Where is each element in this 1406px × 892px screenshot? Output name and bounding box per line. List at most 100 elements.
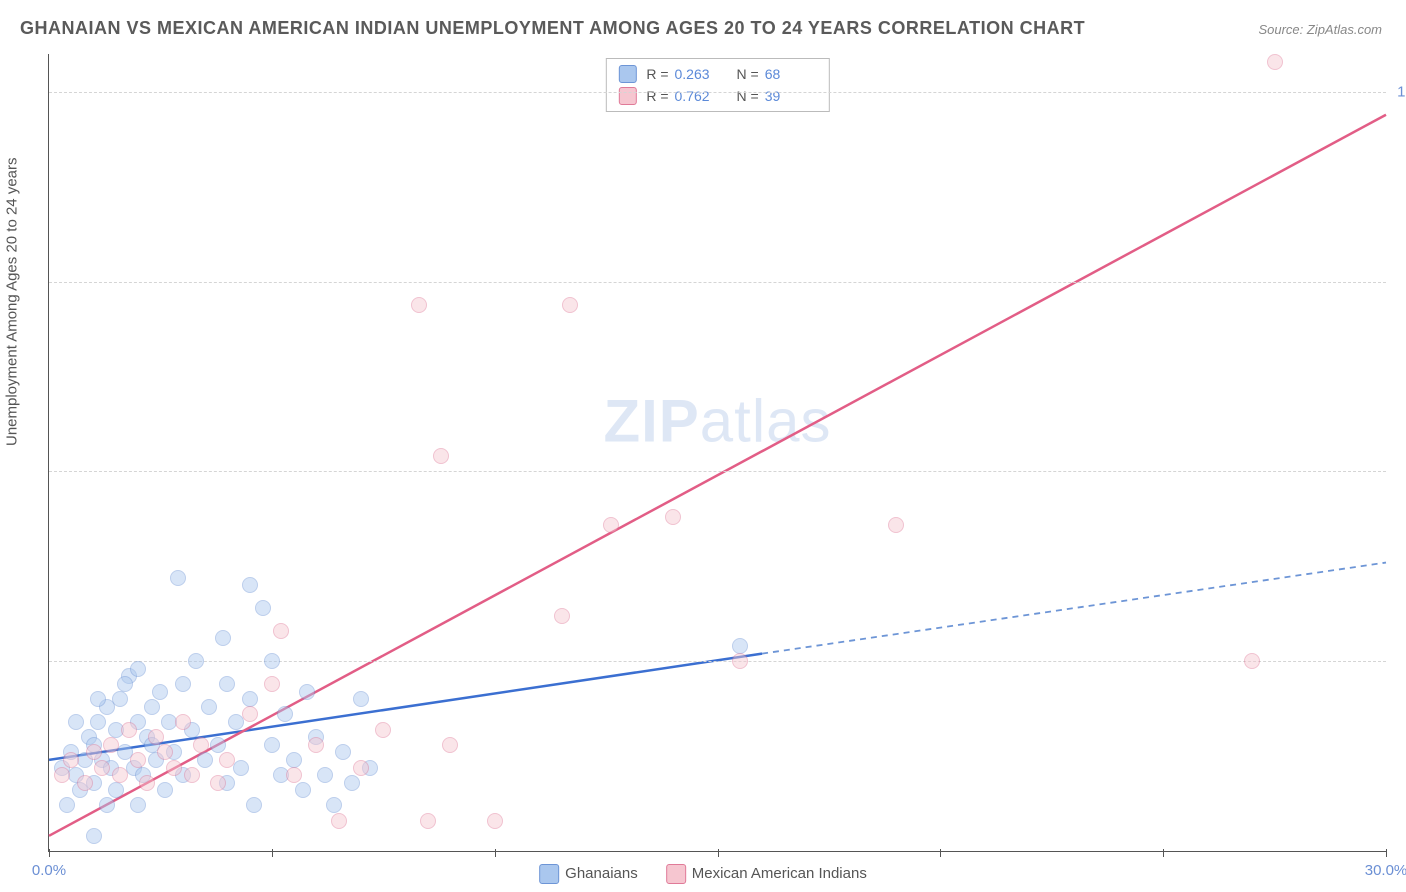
x-tick-mark	[1386, 849, 1387, 857]
data-point-ghanaians	[112, 691, 128, 707]
gridline-h	[49, 661, 1386, 662]
data-point-ghanaians	[264, 653, 280, 669]
data-point-mex_am_indians	[308, 737, 324, 753]
data-point-ghanaians	[353, 691, 369, 707]
gridline-h	[49, 92, 1386, 93]
data-point-ghanaians	[130, 661, 146, 677]
data-point-mex_am_indians	[603, 517, 619, 533]
data-point-mex_am_indians	[157, 744, 173, 760]
legend-series-label: Ghanaians	[565, 865, 638, 882]
data-point-mex_am_indians	[184, 767, 200, 783]
data-point-ghanaians	[59, 797, 75, 813]
data-point-mex_am_indians	[375, 722, 391, 738]
data-point-mex_am_indians	[193, 737, 209, 753]
data-point-ghanaians	[210, 737, 226, 753]
data-point-mex_am_indians	[166, 760, 182, 776]
regression-ext-ghanaians	[762, 563, 1386, 654]
data-point-ghanaians	[68, 714, 84, 730]
x-tick-mark	[495, 849, 496, 857]
data-point-ghanaians	[197, 752, 213, 768]
x-tick-mark	[940, 849, 941, 857]
data-point-mex_am_indians	[562, 297, 578, 313]
source-attribution: Source: ZipAtlas.com	[1258, 22, 1382, 37]
data-point-ghanaians	[99, 797, 115, 813]
data-point-ghanaians	[317, 767, 333, 783]
data-point-ghanaians	[246, 797, 262, 813]
data-point-ghanaians	[86, 828, 102, 844]
data-point-ghanaians	[188, 653, 204, 669]
y-tick-label: 50.0%	[1390, 463, 1406, 480]
data-point-ghanaians	[108, 782, 124, 798]
data-point-mex_am_indians	[420, 813, 436, 829]
data-point-ghanaians	[90, 691, 106, 707]
data-point-ghanaians	[157, 782, 173, 798]
data-point-mex_am_indians	[1267, 54, 1283, 70]
data-point-ghanaians	[242, 691, 258, 707]
x-tick-mark	[49, 849, 50, 857]
data-point-mex_am_indians	[130, 752, 146, 768]
legend-series-label: Mexican American Indians	[692, 865, 867, 882]
data-point-ghanaians	[130, 797, 146, 813]
data-point-mex_am_indians	[487, 813, 503, 829]
data-point-ghanaians	[170, 570, 186, 586]
data-point-mex_am_indians	[286, 767, 302, 783]
data-point-ghanaians	[255, 600, 271, 616]
data-point-ghanaians	[219, 676, 235, 692]
x-tick-label: 0.0%	[32, 862, 66, 879]
data-point-mex_am_indians	[112, 767, 128, 783]
legend-series: Ghanaians Mexican American Indians	[539, 864, 867, 884]
data-point-ghanaians	[299, 684, 315, 700]
gridline-h	[49, 282, 1386, 283]
data-point-mex_am_indians	[86, 744, 102, 760]
data-point-ghanaians	[295, 782, 311, 798]
data-point-ghanaians	[344, 775, 360, 791]
data-point-mex_am_indians	[264, 676, 280, 692]
data-point-mex_am_indians	[665, 509, 681, 525]
data-point-mex_am_indians	[888, 517, 904, 533]
data-point-mex_am_indians	[732, 653, 748, 669]
data-point-ghanaians	[335, 744, 351, 760]
data-point-mex_am_indians	[433, 448, 449, 464]
data-point-mex_am_indians	[442, 737, 458, 753]
data-point-ghanaians	[152, 684, 168, 700]
data-point-mex_am_indians	[242, 706, 258, 722]
y-tick-label: 25.0%	[1390, 653, 1406, 670]
data-point-ghanaians	[732, 638, 748, 654]
data-point-mex_am_indians	[148, 729, 164, 745]
data-point-mex_am_indians	[353, 760, 369, 776]
data-point-ghanaians	[144, 699, 160, 715]
data-point-ghanaians	[277, 706, 293, 722]
data-point-mex_am_indians	[121, 722, 137, 738]
x-tick-label: 30.0%	[1365, 862, 1406, 879]
data-point-mex_am_indians	[77, 775, 93, 791]
x-tick-mark	[718, 849, 719, 857]
gridline-h	[49, 471, 1386, 472]
data-point-ghanaians	[175, 676, 191, 692]
y-tick-label: 100.0%	[1390, 83, 1406, 100]
y-tick-label: 75.0%	[1390, 273, 1406, 290]
legend-series-item: Ghanaians	[539, 864, 638, 884]
data-point-ghanaians	[242, 577, 258, 593]
data-point-mex_am_indians	[273, 623, 289, 639]
data-point-ghanaians	[233, 760, 249, 776]
data-point-mex_am_indians	[63, 752, 79, 768]
data-point-ghanaians	[326, 797, 342, 813]
regression-lines	[49, 54, 1386, 851]
legend-swatch	[539, 864, 559, 884]
data-point-mex_am_indians	[331, 813, 347, 829]
data-point-mex_am_indians	[554, 608, 570, 624]
data-point-ghanaians	[264, 737, 280, 753]
data-point-mex_am_indians	[175, 714, 191, 730]
data-point-mex_am_indians	[411, 297, 427, 313]
x-tick-mark	[1163, 849, 1164, 857]
data-point-mex_am_indians	[219, 752, 235, 768]
regression-mex_am_indians	[49, 115, 1386, 836]
data-point-ghanaians	[215, 630, 231, 646]
data-point-mex_am_indians	[139, 775, 155, 791]
y-axis-label: Unemployment Among Ages 20 to 24 years	[4, 157, 21, 446]
data-point-mex_am_indians	[1244, 653, 1260, 669]
legend-swatch	[666, 864, 686, 884]
chart-plot-area: ZIPatlas R =0.263N =68R =0.762N =39 25.0…	[48, 54, 1386, 852]
chart-title: GHANAIAN VS MEXICAN AMERICAN INDIAN UNEM…	[20, 18, 1085, 39]
data-point-ghanaians	[117, 676, 133, 692]
